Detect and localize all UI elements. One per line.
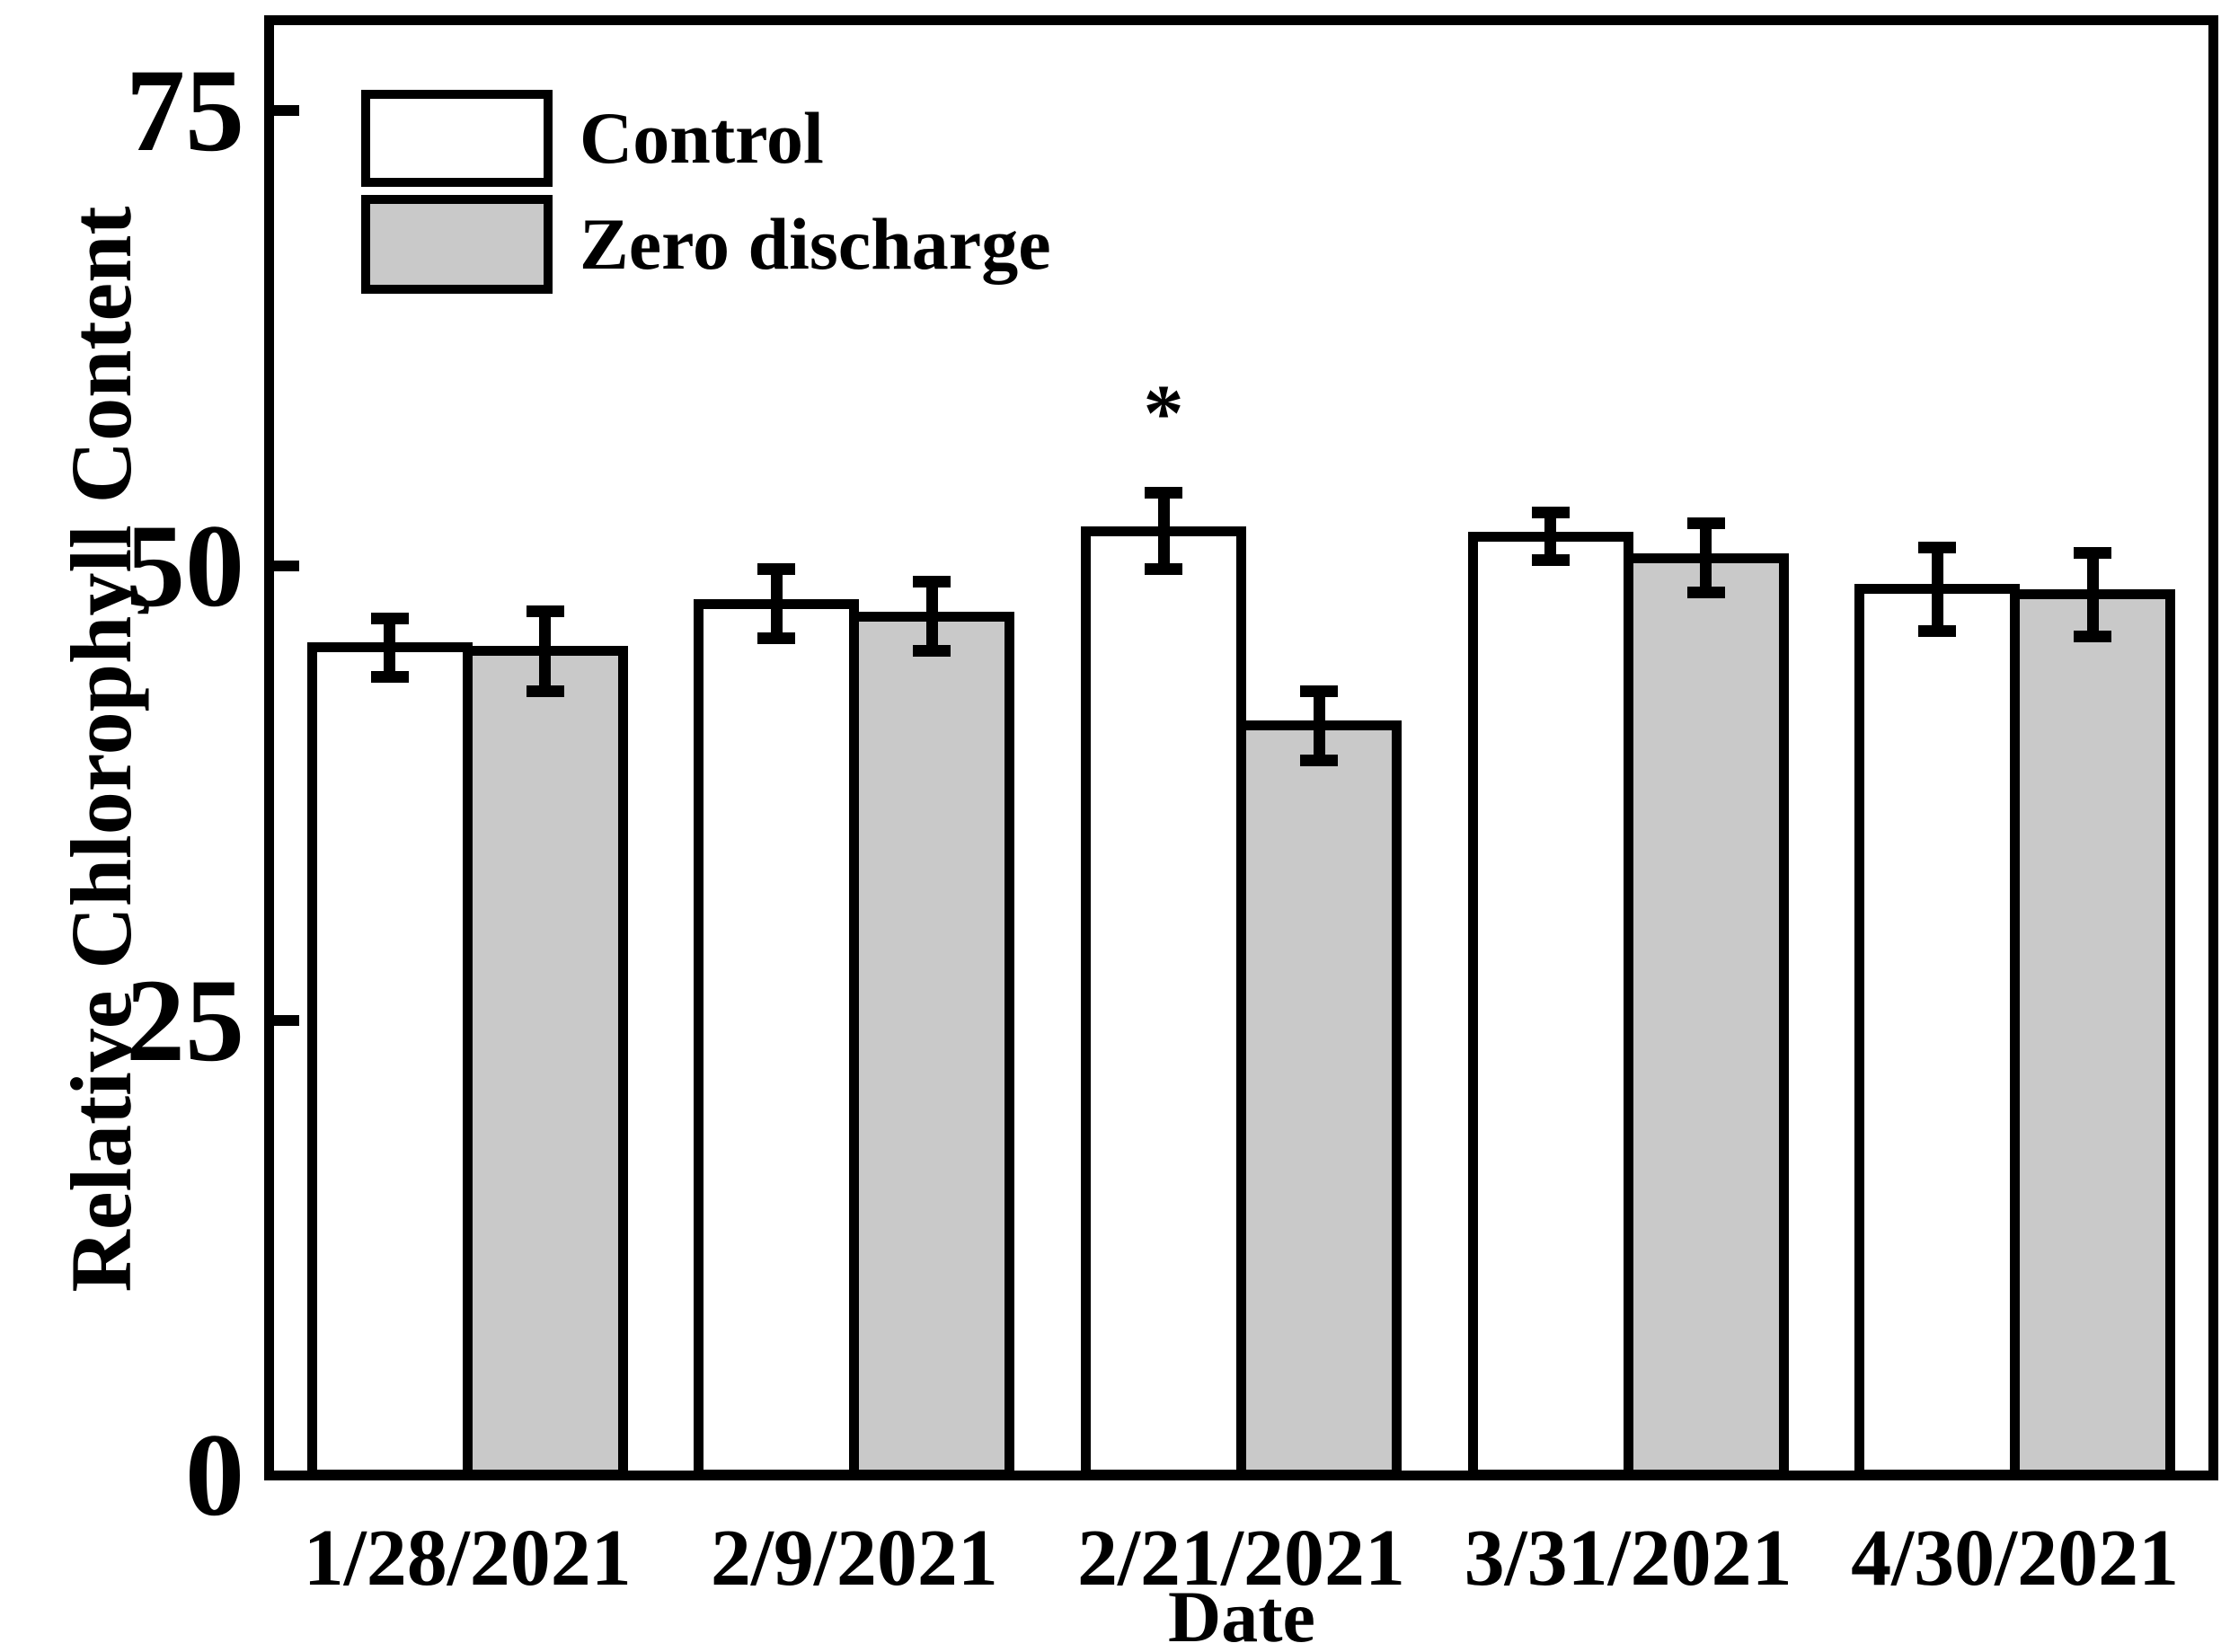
error-bar-control-2/21/2021 [1157,492,1170,570]
error-bar-zero-discharge-2/9/2021-bottom-cap [913,645,951,658]
error-bar-control-1/28/2021 [384,618,396,677]
legend-label-zero-discharge: Zero discharge [580,203,1051,285]
error-bar-control-1/28/2021-bottom-cap [370,670,409,683]
error-bar-zero-discharge-3/31/2021-top-cap [1686,517,1725,530]
plot-area-frame [264,15,2218,1480]
error-bar-zero-discharge-4/30/2021-top-cap [2074,546,2112,559]
bar-zero-discharge-2/21/2021 [1236,720,1402,1480]
bar-control-3/31/2021 [1467,531,1633,1480]
y-tick-mark-50 [274,560,299,571]
x-tick-label-4/30/2021: 4/30/2021 [1851,1514,2180,1603]
legend-swatch-control [361,90,553,187]
x-tick-label-1/28/2021: 1/28/2021 [303,1514,632,1603]
error-bar-zero-discharge-2/9/2021-top-cap [913,576,951,588]
error-bar-control-4/30/2021-top-cap [1918,541,1957,553]
error-bar-control-2/21/2021-bottom-cap [1145,563,1182,576]
error-bar-control-4/30/2021-bottom-cap [1918,624,1957,637]
error-bar-control-2/21/2021-top-cap [1145,487,1182,499]
bar-zero-discharge-1/28/2021 [462,646,628,1480]
error-bar-control-3/31/2021-bottom-cap [1531,553,1570,566]
legend-label-control: Control [580,97,824,179]
error-bar-control-2/9/2021-top-cap [757,563,796,576]
error-bar-control-4/30/2021 [1931,547,1943,632]
error-bar-zero-discharge-4/30/2021-bottom-cap [2074,630,2112,642]
y-tick-label-25: 25 [126,953,244,1086]
y-tick-label-75: 75 [126,44,244,177]
x-tick-label-2/9/2021: 2/9/2021 [710,1514,998,1603]
error-bar-zero-discharge-3/31/2021 [1700,523,1712,593]
error-bar-control-3/31/2021-top-cap [1531,507,1570,519]
y-tick-mark-75 [274,105,299,117]
x-axis-title: Date [1168,1576,1315,1652]
error-bar-zero-discharge-1/28/2021-bottom-cap [526,685,564,697]
error-bar-zero-discharge-2/21/2021-top-cap [1300,685,1338,697]
bar-zero-discharge-4/30/2021 [2010,589,2176,1480]
error-bar-zero-discharge-1/28/2021 [539,611,552,692]
error-bar-zero-discharge-2/21/2021 [1313,691,1325,761]
bar-zero-discharge-3/31/2021 [1623,552,1789,1480]
y-tick-mark-25 [274,1014,299,1026]
error-bar-control-1/28/2021-top-cap [370,612,409,624]
error-bar-zero-discharge-2/21/2021-bottom-cap [1300,754,1338,766]
error-bar-zero-discharge-4/30/2021 [2086,552,2099,637]
bar-zero-discharge-2/9/2021 [849,611,1015,1480]
error-bar-zero-discharge-1/28/2021-top-cap [526,605,564,617]
error-bar-control-3/31/2021 [1544,512,1557,561]
y-tick-label-0: 0 [185,1409,244,1541]
error-bar-control-2/9/2021-bottom-cap [757,632,796,644]
x-tick-label-2/21/2021: 2/21/2021 [1076,1514,1405,1603]
x-tick-label-3/31/2021: 3/31/2021 [1464,1514,1792,1603]
error-bar-control-2/9/2021 [770,569,783,639]
y-tick-label-50: 50 [126,499,244,632]
significance-asterisk: * [1143,368,1184,458]
y-axis-title: Relative Chlorophyll Content [53,206,149,1293]
error-bar-zero-discharge-3/31/2021-bottom-cap [1686,587,1725,599]
error-bar-zero-discharge-2/9/2021 [925,581,938,651]
legend-swatch-zero-discharge [361,195,553,294]
